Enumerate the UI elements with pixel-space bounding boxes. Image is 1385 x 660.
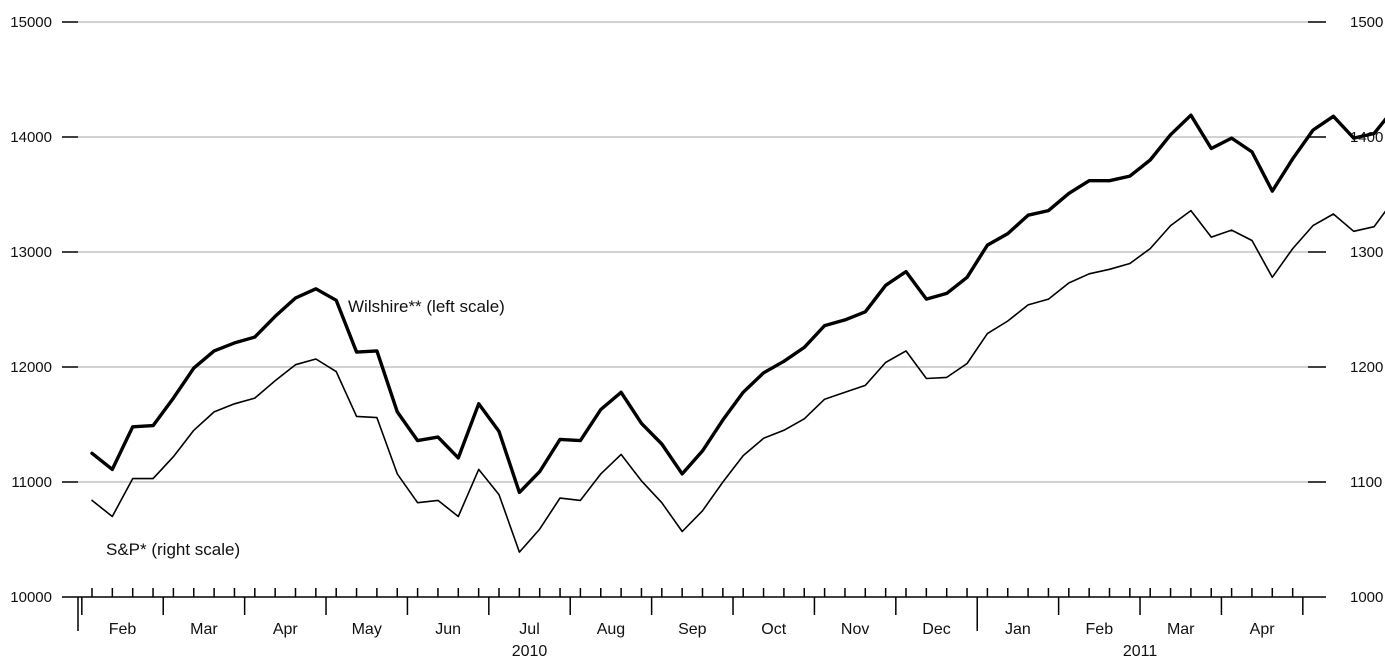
year-label: 2011 [1123, 643, 1158, 660]
wilshire-series-line [90, 113, 1385, 495]
wilshire-series-label: Wilshire** (left scale) [348, 297, 505, 316]
left-axis-tick-label: 10000 [10, 589, 52, 606]
right-axis-tick-label: 1300 [1350, 244, 1383, 261]
month-label: Apr [273, 621, 299, 638]
month-label: Dec [922, 621, 950, 638]
right-axis-tick-label: 1100 [1350, 474, 1382, 491]
month-label: Mar [190, 621, 218, 638]
left-axis-tick-label: 13000 [10, 244, 52, 261]
month-label: Nov [841, 621, 869, 638]
month-label: Feb [109, 621, 137, 638]
month-label: Jan [1005, 621, 1031, 638]
right-axis-tick-label: 1200 [1350, 359, 1383, 376]
month-label: Feb [1086, 621, 1114, 638]
month-label: Jun [435, 621, 461, 638]
sp-series-label: S&P* (right scale) [106, 540, 240, 559]
axes: 10000 11000 12000 13000 14000 15000 1000 1100 12… [10, 14, 1383, 660]
right-axis-tick-label: 1500 [1350, 14, 1383, 31]
year-label: 2010 [512, 643, 548, 660]
month-label: Mar [1167, 621, 1195, 638]
month-label: May [352, 621, 382, 638]
left-axis-tick-label: 11000 [11, 474, 52, 491]
month-label: Jul [519, 621, 539, 638]
series-labels: Wilshire** (left scale) S&P* (right scale… [106, 297, 505, 559]
left-axis-tick-label: 12000 [10, 359, 52, 376]
month-label: Aug [597, 621, 625, 638]
grid [78, 21, 1308, 483]
left-axis-tick-label: 14000 [10, 129, 52, 146]
sp-series-line [91, 209, 1385, 553]
series [90, 113, 1385, 553]
month-label: Apr [1250, 621, 1276, 638]
left-axis-tick-label: 15000 [10, 14, 52, 31]
month-label: Oct [761, 621, 786, 638]
month-label: Sep [678, 621, 707, 638]
right-axis-tick-label: 1000 [1350, 589, 1383, 606]
